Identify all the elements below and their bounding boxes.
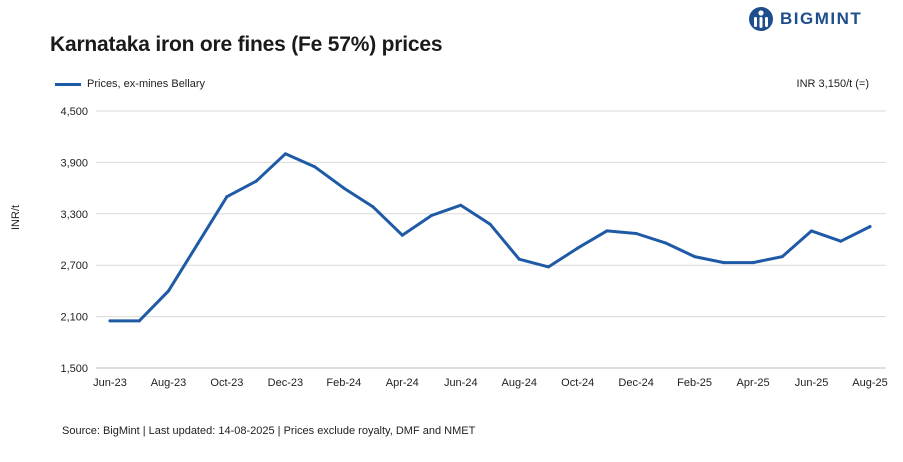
data-point — [283, 152, 287, 156]
data-point — [810, 229, 814, 233]
x-tick-label: Feb-24 — [326, 377, 361, 389]
data-point — [663, 241, 667, 245]
data-point — [605, 229, 609, 233]
data-point — [839, 239, 843, 243]
y-tick-label: 4,500 — [60, 106, 88, 118]
chart-grid — [96, 110, 886, 369]
data-point — [342, 186, 346, 190]
y-tick-label: 2,100 — [60, 312, 88, 324]
data-point — [722, 261, 726, 265]
x-tick-label: Apr-24 — [386, 377, 419, 389]
data-point — [517, 257, 521, 261]
brand-logo-icon — [749, 7, 773, 31]
data-point — [371, 205, 375, 209]
brand-logo: BIGMINT — [748, 6, 862, 32]
data-point — [546, 265, 550, 269]
x-tick-label: Jun-24 — [444, 377, 478, 389]
x-tick-label: Aug-24 — [501, 377, 536, 389]
legend-label: Prices, ex-mines Bellary — [87, 78, 205, 90]
x-tick-label: Jun-23 — [93, 377, 127, 389]
x-axis-ticks: Jun-23 Aug-23 Oct-23 Dec-23 Feb-24 Apr-24 Jun-… — [93, 377, 888, 389]
chart-legend: Prices, ex-mines Bellary — [55, 78, 205, 90]
legend-swatch — [55, 82, 81, 86]
y-tick-label: 2,700 — [60, 260, 88, 272]
data-point — [108, 319, 112, 323]
x-tick-label: Oct-24 — [561, 377, 594, 389]
data-point — [459, 203, 463, 207]
y-axis-ticks: 1,500 2,100 2,700 3,300 3,900 4,500 — [60, 106, 88, 375]
series-line — [108, 152, 872, 323]
y-tick-label: 3,300 — [60, 209, 88, 221]
price-note: INR 3,150/t (=) — [796, 78, 869, 90]
data-point — [400, 233, 404, 237]
chart-title: Karnataka iron ore fines (Fe 57%) prices — [50, 33, 443, 56]
data-point — [780, 255, 784, 259]
brand-name: BIGMINT — [780, 9, 863, 28]
data-point — [166, 289, 170, 293]
x-tick-label: Oct-23 — [210, 377, 243, 389]
x-tick-label: Jun-25 — [795, 377, 829, 389]
data-point — [137, 319, 141, 323]
y-tick-label: 3,900 — [60, 157, 88, 169]
data-point — [488, 222, 492, 226]
x-tick-label: Aug-23 — [151, 377, 186, 389]
data-point — [868, 225, 872, 229]
data-point — [751, 261, 755, 265]
x-tick-label: Dec-24 — [618, 377, 653, 389]
data-point — [693, 255, 697, 259]
x-tick-label: Aug-25 — [852, 377, 887, 389]
y-tick-label: 1,500 — [60, 363, 88, 375]
x-tick-label: Feb-25 — [677, 377, 712, 389]
chart-series — [108, 152, 872, 323]
data-point — [196, 242, 200, 246]
data-point — [225, 195, 229, 199]
data-point — [254, 179, 258, 183]
data-point — [430, 214, 434, 218]
data-point — [576, 246, 580, 250]
source-note: Source: BigMint | Last updated: 14-08-20… — [62, 425, 476, 437]
data-point — [634, 232, 638, 236]
x-tick-label: Dec-23 — [268, 377, 303, 389]
data-point — [313, 165, 317, 169]
x-tick-label: Apr-25 — [737, 377, 770, 389]
